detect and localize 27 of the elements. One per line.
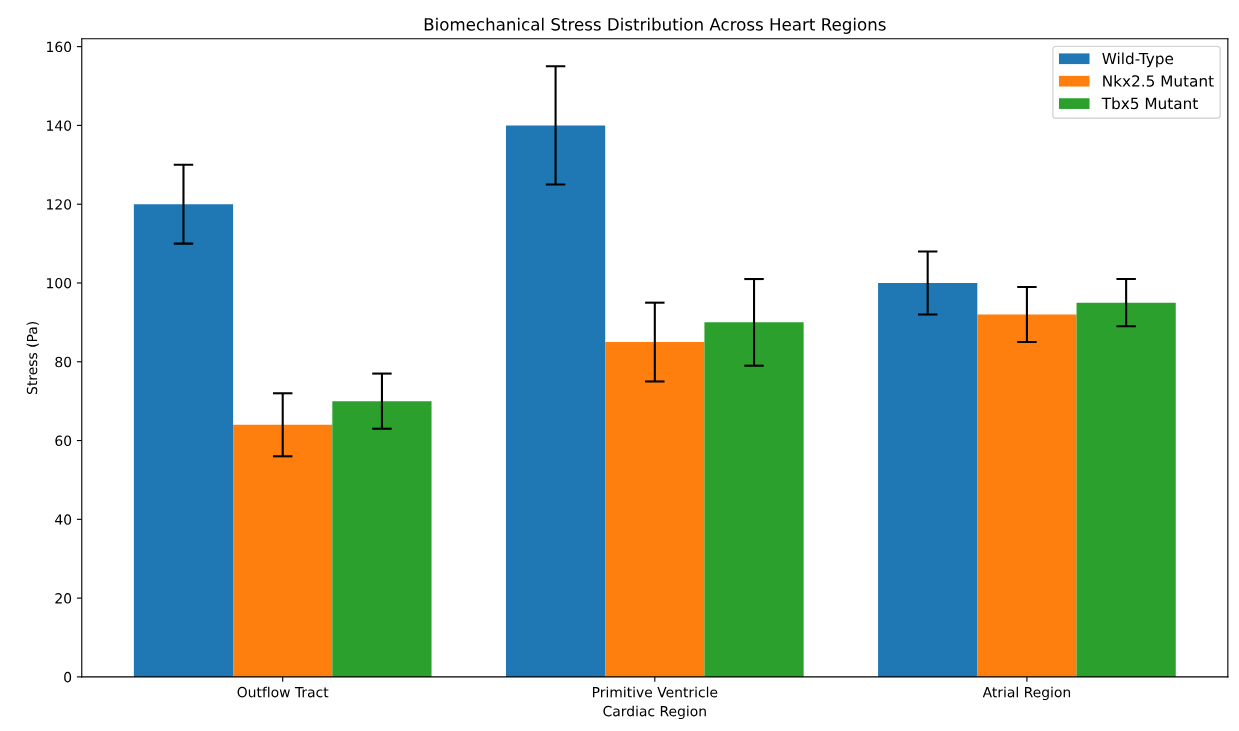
x-tick-label: Atrial Region: [982, 686, 1071, 701]
bar: [133, 204, 234, 677]
bar: [505, 125, 606, 677]
y-tick-label: 100: [47, 277, 72, 289]
y-tick-label: 80: [55, 356, 72, 368]
legend-label: Nkx2.5 Mutant: [1103, 74, 1214, 87]
y-axis-title: Stress (Pa): [26, 321, 39, 394]
y-tick-label: 20: [55, 593, 72, 604]
bar: [332, 401, 432, 677]
y-tick-label: 160: [47, 41, 72, 53]
x-axis-title: Cardiac Region: [603, 705, 706, 720]
bar: [704, 322, 804, 677]
bar: [233, 424, 333, 677]
y-tick-label: 140: [47, 120, 72, 131]
bar: [605, 342, 705, 677]
x-tick-label: Primitive Ventricle: [592, 686, 718, 698]
x-tick-label: Outflow Tract: [237, 686, 329, 698]
legend-label: Wild-Type: [1102, 52, 1174, 68]
bar: [1076, 302, 1176, 677]
bar: [977, 314, 1077, 677]
bar: [878, 282, 978, 677]
y-tick-label: 0: [64, 671, 72, 683]
y-tick-label: 120: [47, 199, 72, 210]
y-tick-label: 40: [55, 514, 72, 525]
y-tick-label: 60: [55, 435, 72, 447]
chart-title: Biomechanical Stress Distribution Across Heart Regions: [424, 17, 886, 34]
legend-label: Tbx5 Mutant: [1101, 97, 1198, 110]
